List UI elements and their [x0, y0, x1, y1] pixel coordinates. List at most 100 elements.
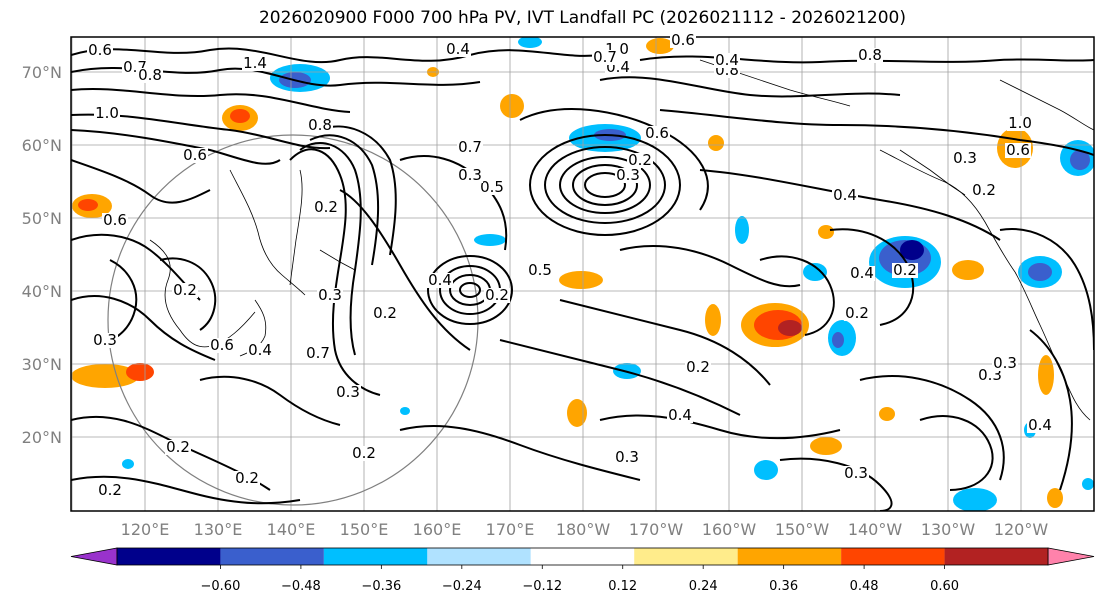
contour-label-bg: [714, 53, 740, 68]
contour-label-bg: [479, 180, 505, 195]
lon-tick-label: 170°E: [486, 520, 535, 539]
contour-label-bg: [614, 450, 640, 465]
lon-tick-label: 160°E: [413, 520, 462, 539]
graticule: [71, 37, 1094, 511]
contour-label-bg: [857, 48, 883, 63]
contour-label: 0.6: [210, 336, 234, 354]
colorbar-tick-label: −0.60: [201, 579, 241, 594]
contour-label: 0.8: [138, 66, 162, 84]
contour-label: 1.0: [1008, 114, 1032, 132]
contour-label-bg: [1027, 418, 1053, 433]
colorbar: −0.60 −0.48 −0.36 −0.24 −0.12 0.12 0.24 0.36 0.4…: [70, 547, 1095, 594]
lon-tick-label: 170°W: [629, 520, 684, 539]
lat-tick-label: 30°N: [22, 355, 62, 374]
contour-label-bg: [427, 273, 453, 288]
contour-label: 1.0: [95, 104, 119, 122]
contour-label: 0.7: [593, 48, 617, 66]
contour-label-bg: [351, 446, 377, 461]
contour-label: 0.2: [628, 151, 652, 169]
contour-label: 0.3: [93, 331, 117, 349]
colorbar-segment: [427, 548, 531, 565]
lat-tick-label: 20°N: [22, 428, 62, 447]
lat-tick-label: 70°N: [22, 63, 62, 82]
contour-label: 0.5: [480, 178, 504, 196]
colorbar-extend-low: [70, 547, 118, 566]
contour-label-bg: [102, 213, 128, 228]
lon-tick-label: 130°W: [921, 520, 976, 539]
latitude-labels: 70°N 60°N 50°N 40°N 30°N 20°N: [22, 63, 62, 447]
colorbar-outline: [116, 547, 1049, 566]
contour-label-bg: [527, 263, 553, 278]
contour-label: 0.4: [668, 406, 692, 424]
lon-tick-label: 150°W: [775, 520, 830, 539]
contour-label-bg: [685, 360, 711, 375]
contour-label-bg: [832, 188, 858, 203]
contour-label-bg: [627, 153, 653, 168]
contour-label-bg: [592, 50, 618, 65]
contour-label-bg: [182, 148, 208, 163]
contour-label-bg: [94, 106, 120, 121]
contour-label-bg: [615, 168, 641, 183]
pv-anomaly-shading: [71, 37, 1094, 511]
map-title: 2026020900 F000 700 hPa PV, IVT Landfall…: [258, 8, 906, 28]
contour-label-bg: [317, 288, 343, 303]
colorbar-tick-label: 0.48: [850, 579, 879, 594]
contour-label: 0.3: [318, 286, 342, 304]
contour-label: 0.2: [893, 261, 917, 279]
contour-label-bg: [372, 306, 398, 321]
lat-tick-label: 60°N: [22, 136, 62, 155]
contour-label-bg: [137, 68, 163, 83]
lon-tick-label: 140°W: [848, 520, 903, 539]
lon-tick-label: 120°E: [121, 520, 170, 539]
contour-label: 0.2: [314, 198, 338, 216]
contour-label: 0.4: [248, 341, 272, 359]
colorbar-segment: [220, 548, 324, 565]
contour-label-bg: [209, 338, 235, 353]
lon-tick-label: 140°E: [267, 520, 316, 539]
contour-label-bg: [165, 440, 191, 455]
contour-label-bg: [1005, 143, 1031, 158]
contour-label: 0.3: [616, 166, 640, 184]
contour-label: 0.2: [173, 281, 197, 299]
lon-tick-label: 150°E: [340, 520, 389, 539]
lon-tick-label: 130°E: [194, 520, 243, 539]
contour-label: 0.3: [953, 149, 977, 167]
contour-label: 0.4: [428, 271, 452, 289]
colorbar-segment: [737, 548, 842, 565]
contour-label: 0.6: [1006, 141, 1030, 159]
contour-label: 0.2: [235, 469, 259, 487]
lon-tick-label: 180°W: [556, 520, 611, 539]
contour-label: 0.2: [485, 286, 509, 304]
contour-label-bg: [670, 33, 696, 48]
colorbar-tick-label: 0.12: [608, 579, 637, 594]
colorbar-tick-label: −0.12: [522, 579, 562, 594]
colorbar-tick-label: 0.24: [689, 579, 718, 594]
contour-label: 0.3: [615, 448, 639, 466]
lat-tick-label: 50°N: [22, 209, 62, 228]
contour-label-bg: [305, 346, 331, 361]
colorbar-segment: [841, 548, 945, 565]
contour-label-bg: [992, 356, 1018, 371]
contour-label-bg: [971, 183, 997, 198]
contour-label: 0.2: [686, 358, 710, 376]
contour-label: 0.4: [850, 264, 874, 282]
contour-label-bg: [844, 306, 870, 321]
colorbar-segment: [944, 548, 1048, 565]
contour-label: 0.4: [446, 40, 470, 58]
contour-label: 0.4: [715, 51, 739, 69]
colorbar-extend-high: [1047, 547, 1095, 566]
colorbar-tick-label: −0.48: [281, 579, 321, 594]
contour-label-bg: [484, 288, 510, 303]
contour-label: 0.4: [833, 186, 857, 204]
contour-label: 0.6: [88, 41, 112, 59]
contour-label: 0.2: [166, 438, 190, 456]
longitude-labels: 120°E 130°E 140°E 150°E 160°E 170°E 180°W 170°W…: [121, 520, 1049, 539]
contour-label: 0.2: [98, 481, 122, 499]
contour-label-bg: [644, 126, 670, 141]
reference-circle: [107, 134, 479, 506]
contour-labels: 0.6 0.7 0.8 1.4 0.4 1.0 0.6 0.4 0.8 0.7 1.0 0.8 0.6 0…: [87, 31, 1053, 499]
contour-label-bg: [307, 118, 333, 133]
colorbar-segment: [530, 548, 635, 565]
map-frame: [70, 36, 1095, 512]
contour-label: 0.5: [528, 261, 552, 279]
